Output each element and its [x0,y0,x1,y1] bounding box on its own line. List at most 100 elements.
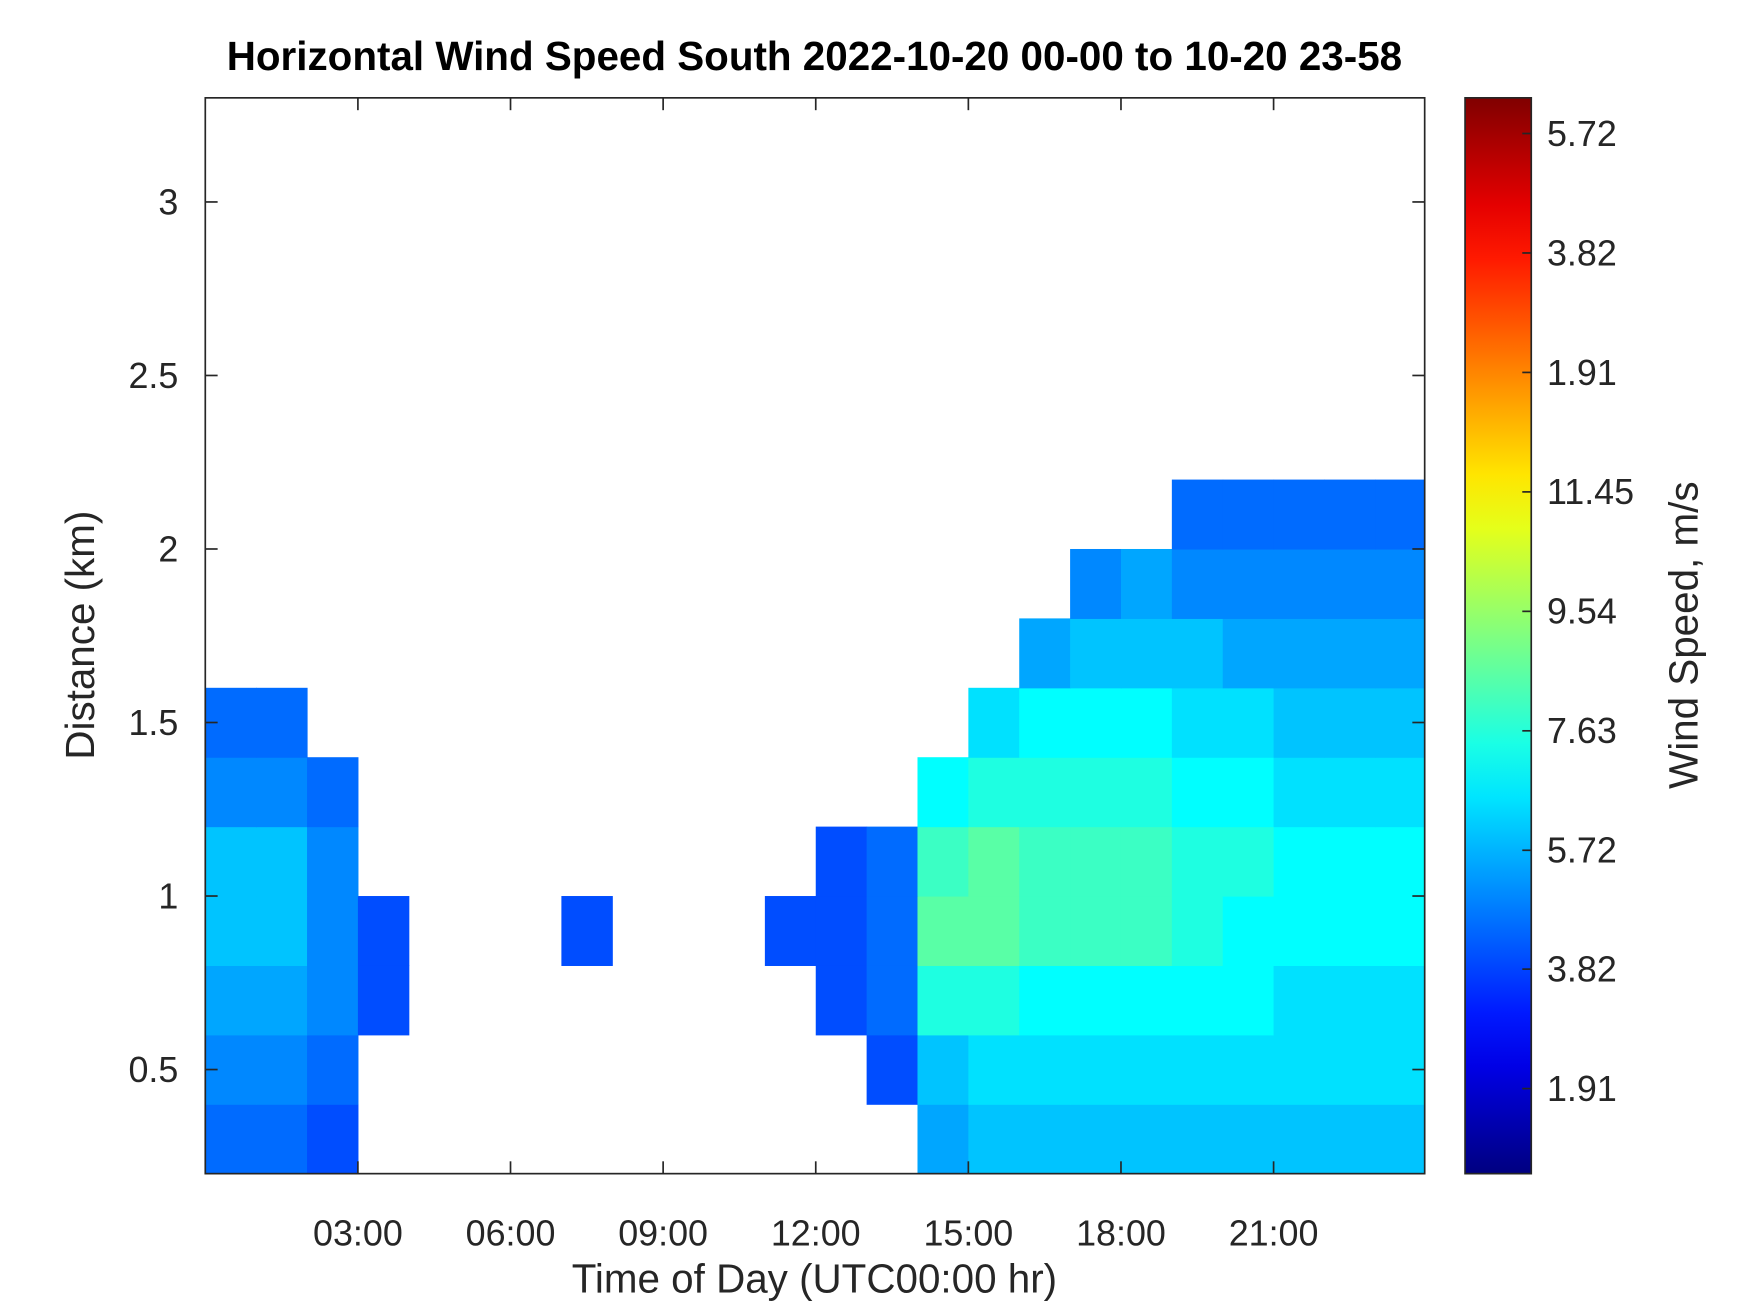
heatmap-cell [1120,965,1173,1036]
colorbar-tick-label: 1.91 [1547,353,1617,393]
heatmap-cell [1171,618,1224,689]
heatmap-cell [917,965,969,1036]
x-axis-label: Time of Day (UTC00:00 hr) [572,1256,1057,1302]
colorbar-tick-label: 5.72 [1547,831,1617,871]
heatmap-cell [764,896,817,966]
colorbar-tick-label: 9.54 [1547,592,1617,632]
heatmap-cell [866,965,919,1036]
heatmap-cell [1171,548,1224,619]
x-tick-label: 09:00 [618,1213,708,1253]
heatmap-cell [866,896,919,966]
heatmap-cell [917,826,969,897]
x-tick-label: 12:00 [771,1213,861,1253]
heatmap-cell [1222,1034,1275,1105]
heatmap-cell [1019,896,1071,966]
colorbar-tick-label: 3.82 [1547,949,1617,989]
heatmap-cell [968,826,1020,897]
heatmap-cell [968,1104,1020,1174]
heatmap-cell [205,1104,257,1174]
heatmap-cell [1375,965,1425,1036]
heatmap-cell [256,826,308,897]
y-axis-label: Distance (km) [57,511,103,760]
colorbar-tick-label: 5.72 [1547,114,1617,154]
heatmap-cell [815,896,868,966]
y-tick-label: 3 [158,182,178,222]
heatmap-cell [1070,687,1122,758]
heatmap-cell [256,1034,308,1105]
heatmap-cell [1019,826,1071,897]
heatmap-cell [1273,618,1326,689]
heatmap-cell [968,965,1020,1036]
heatmap-cell [561,896,613,966]
heatmap-cell [1120,826,1173,897]
heatmap-cell [1120,548,1173,619]
heatmap-cell [815,826,868,897]
heatmap-cell [256,896,308,966]
heatmap-cell [1120,618,1173,689]
heatmap-cell [1070,896,1122,966]
heatmap-cell [1120,896,1173,966]
heatmap-cell [1222,965,1275,1036]
y-tick-label: 1 [158,876,178,916]
heatmap-cell [866,1034,919,1105]
heatmap-cell [1222,548,1275,619]
heatmap-cell [1070,618,1122,689]
heatmap-cell [256,965,308,1036]
heatmap-cell [1324,826,1376,897]
heatmap-cell [1070,826,1122,897]
heatmap-cell [1171,1034,1224,1105]
colorbar-tick-label: 3.82 [1547,233,1617,273]
heatmap-cell [1019,1034,1071,1105]
heatmap-cell [1222,687,1275,758]
heatmap-cell [1324,1034,1376,1105]
heatmap-cell [1019,757,1071,828]
heatmap-cell [1070,1104,1122,1174]
heatmap-cell [307,1034,359,1105]
heatmap-cell [307,1104,359,1174]
heatmap-cell [1273,896,1326,966]
heatmap-cell [1375,618,1425,689]
heatmap-cell [205,757,257,828]
heatmap-cell [1324,1104,1376,1174]
heatmap-cell [1375,479,1425,550]
heatmap-cell [1120,687,1173,758]
heatmap-cell [1171,687,1224,758]
heatmap-cell [1273,1104,1326,1174]
heatmap-cell [1375,896,1425,966]
heatmap-cell [1019,965,1071,1036]
heatmap-cell [1120,1034,1173,1105]
heatmap-cell [357,896,410,966]
y-tick-label: 1.5 [128,703,178,743]
heatmap-cell [1324,965,1376,1036]
heatmap-cell [1171,896,1224,966]
heatmap-cell [815,965,868,1036]
y-tick-label: 0.5 [128,1050,178,1090]
heatmap-cell [968,757,1020,828]
heatmap-cell [1222,618,1275,689]
heatmap-cell [1273,687,1326,758]
heatmap-cell [1273,757,1326,828]
heatmap-cell [1273,1034,1326,1105]
heatmap-cell [1324,687,1376,758]
heatmap-cell [1273,548,1326,619]
heatmap-cell [1324,479,1376,550]
heatmap-cell [1019,687,1071,758]
heatmap-cell [1171,479,1224,550]
heatmap-cell [1070,965,1122,1036]
heatmap-cell [1222,757,1275,828]
heatmap-cell [1273,965,1326,1036]
x-tick-label: 15:00 [923,1213,1013,1253]
x-tick-label: 18:00 [1076,1213,1166,1253]
heatmap-cell [1070,1034,1122,1105]
heatmap-cell [1324,548,1376,619]
heatmap-cell [1324,757,1376,828]
heatmap-cell [256,687,308,758]
heatmap-cell [917,1034,969,1105]
heatmap-cell [256,1104,308,1174]
heatmap-cell [205,965,257,1036]
heatmap-cell [917,757,969,828]
heatmap-cell [1273,826,1326,897]
heatmap-cell [1324,896,1376,966]
